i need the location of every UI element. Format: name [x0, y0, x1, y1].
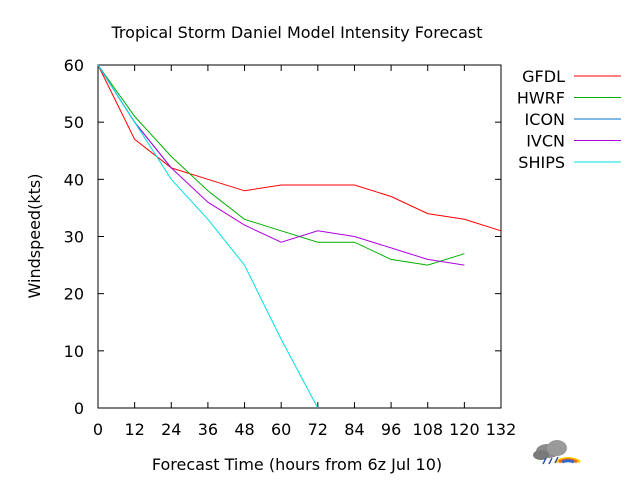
x-tick-label: 96 — [381, 420, 401, 439]
x-tick-label: 132 — [486, 420, 517, 439]
legend-label-ivcn: IVCN — [526, 132, 565, 151]
x-tick-label: 72 — [308, 420, 328, 439]
y-tick-label: 20 — [64, 285, 84, 304]
y-tick-label: 50 — [64, 113, 84, 132]
x-tick-label: 120 — [449, 420, 480, 439]
legend-label-ships: SHIPS — [518, 153, 565, 172]
y-tick-label: 0 — [74, 399, 84, 418]
y-tick-label: 10 — [64, 342, 84, 361]
x-tick-label: 24 — [161, 420, 181, 439]
legend-label-icon: ICON — [525, 110, 565, 129]
x-tick-label: 84 — [344, 420, 364, 439]
x-tick-label: 36 — [198, 420, 218, 439]
series-lines — [97, 64, 502, 409]
y-tick-label: 40 — [64, 170, 84, 189]
chart-title: Tropical Storm Daniel Model Intensity Fo… — [111, 23, 483, 42]
series-line-ivcn — [97, 64, 465, 266]
y-tick-label: 30 — [64, 228, 84, 247]
legend-label-hwrf: HWRF — [517, 89, 565, 108]
legend: GFDL HWRF ICON IVCN SHIPS — [517, 67, 621, 172]
x-tick-label: 108 — [412, 420, 443, 439]
x-axis-label: Forecast Time (hours from 6z Jul 10) — [152, 455, 442, 474]
legend-label-gfdl: GFDL — [522, 67, 565, 86]
series-line-ships — [97, 64, 319, 409]
series-line-hwrf — [97, 64, 465, 266]
x-tick-label: 12 — [124, 420, 144, 439]
weather-storm-logo-icon — [533, 440, 581, 465]
y-tick-label: 60 — [64, 56, 84, 75]
x-axis: 0 12 24 36 48 60 72 84 96 108 120 132 — [93, 65, 516, 439]
y-axis: 0 10 20 30 40 50 60 — [64, 56, 501, 418]
series-line-gfdl — [97, 64, 502, 232]
x-tick-label: 48 — [234, 420, 254, 439]
y-axis-label: Windspeed(kts) — [25, 174, 44, 299]
x-tick-label: 0 — [93, 420, 103, 439]
x-tick-label: 60 — [271, 420, 291, 439]
